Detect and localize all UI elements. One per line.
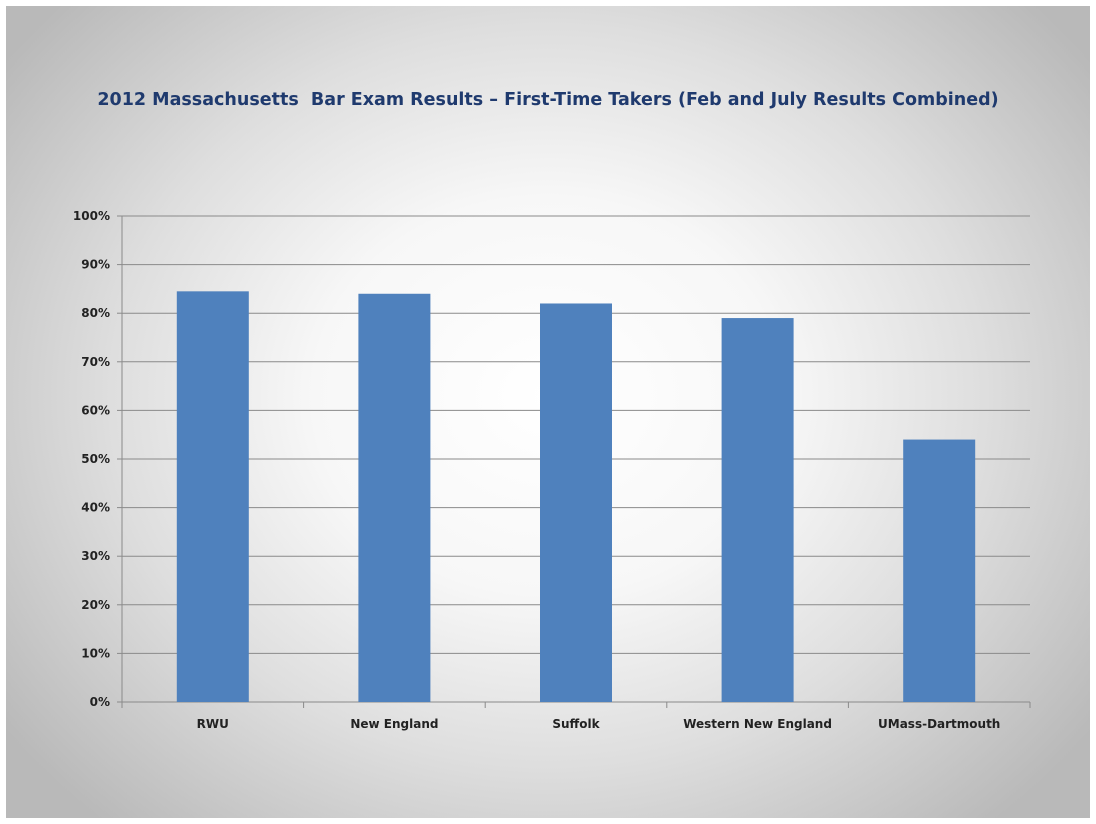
y-tick-label: 70% [81, 355, 110, 369]
category-label: Suffolk [552, 717, 600, 731]
category-label: RWU [197, 717, 229, 731]
bar [721, 318, 794, 702]
y-tick-label: 20% [81, 598, 110, 612]
bar [903, 439, 976, 702]
bars [176, 291, 976, 702]
y-tick-label: 60% [81, 403, 110, 417]
y-tick-label: 50% [81, 452, 110, 466]
bar [176, 291, 249, 702]
y-tick-label: 30% [81, 549, 110, 563]
bar [540, 303, 612, 702]
y-tick-label: 40% [81, 501, 110, 515]
bar [358, 293, 431, 702]
chart-title: 2012 Massachusetts Bar Exam Results – Fi… [97, 90, 999, 110]
y-tick-labels: 0% 10% 20% 30% 40% 50% 60% 70% 80% 90% 100% [73, 209, 110, 709]
y-tick-label: 100% [73, 209, 110, 223]
category-labels: RWU New England Suffolk Western New England… [197, 717, 1001, 731]
y-tick-label: 10% [81, 646, 110, 660]
category-label: UMass-Dartmouth [878, 717, 1000, 731]
category-label: New England [350, 717, 438, 731]
y-tick-label: 80% [81, 306, 110, 320]
y-tick-label: 90% [81, 258, 110, 272]
y-tick-label: 0% [90, 695, 110, 709]
category-label: Western New England [683, 717, 832, 731]
